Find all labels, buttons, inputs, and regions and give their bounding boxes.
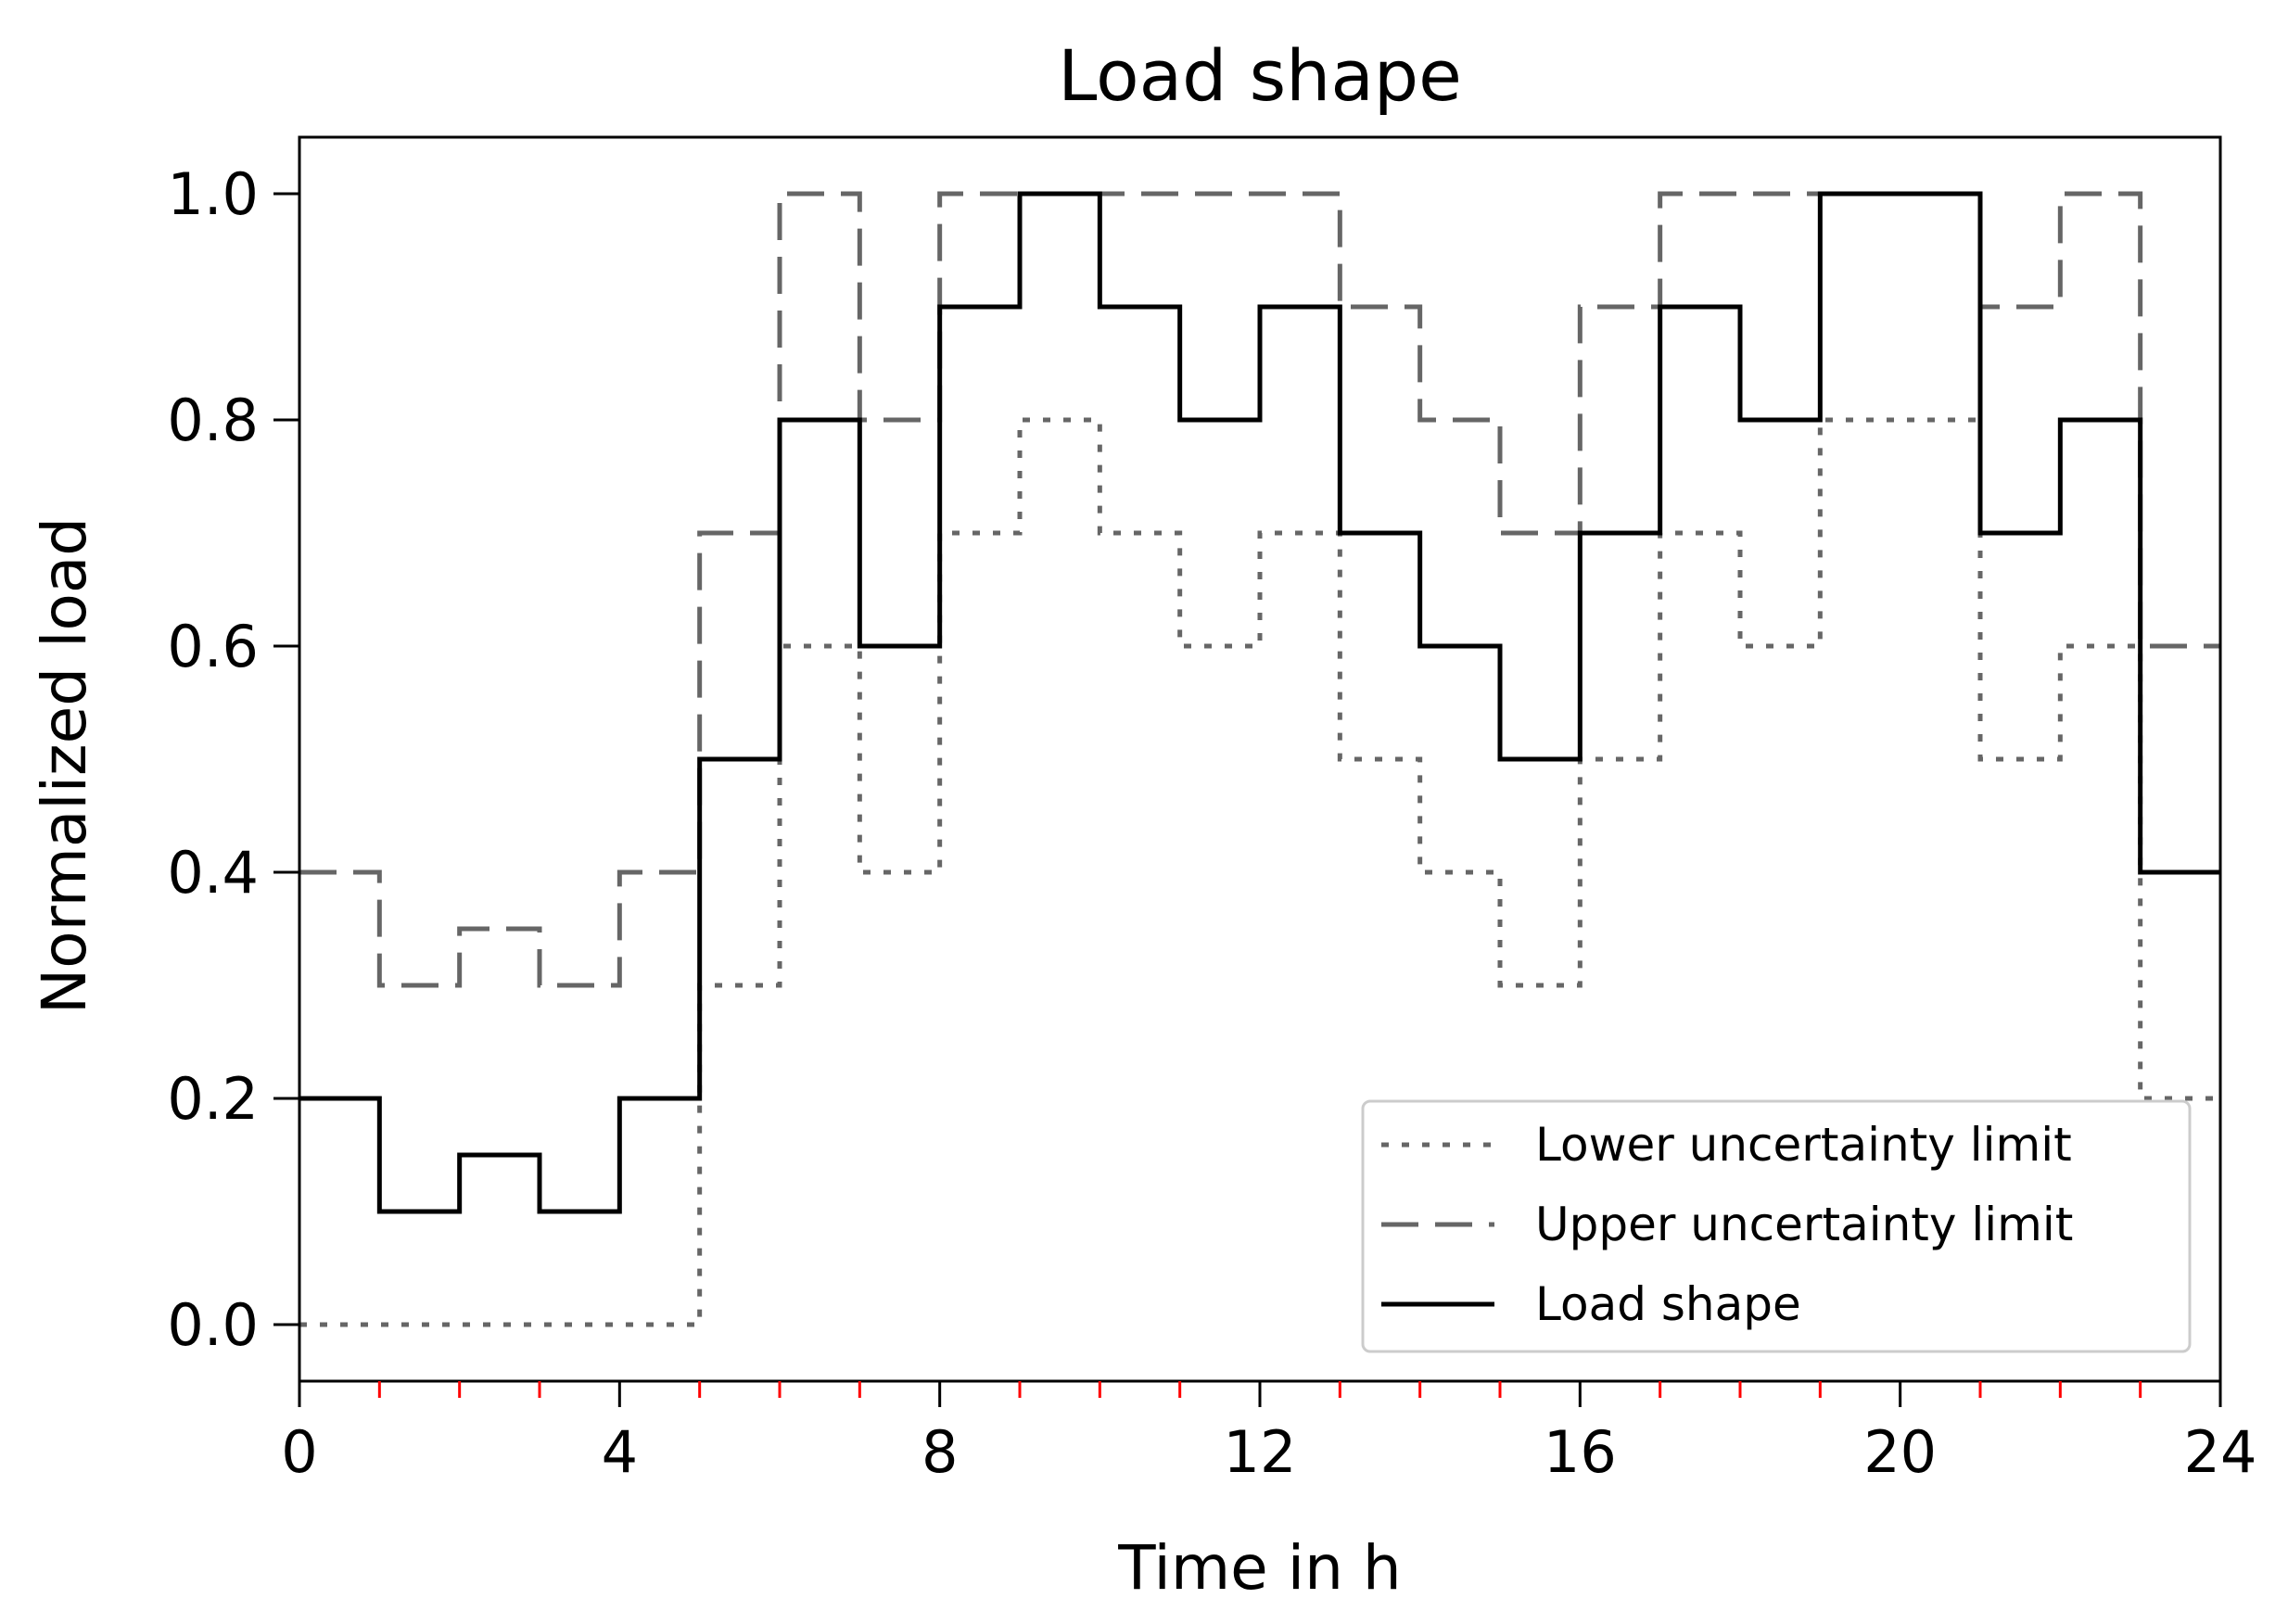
legend-label: Lower uncertainty limit [1535,1118,2072,1172]
y-tick-label: 1.0 [167,160,259,228]
legend-label: Upper uncertainty limit [1535,1198,2073,1251]
x-tick-label: 24 [2184,1418,2257,1486]
x-tick-label: 8 [922,1418,958,1486]
legend-label: Load shape [1535,1277,1801,1331]
y-tick-label: 0.8 [167,387,259,454]
x-tick-label: 12 [1224,1418,1297,1486]
series-layer [299,191,2220,1327]
axes-layer: 0 4 8 12 16 20 24 0.0 0.2 0.4 0.6 0.8 1.0 [167,135,2257,1486]
y-axis-title: Normalized load [29,517,100,1014]
x-tick-label: 0 [281,1418,317,1486]
x-tick-label: 4 [602,1418,638,1486]
x-tick-label: 20 [1863,1418,1937,1486]
y-tick-label: 0.4 [167,839,259,907]
x-axis-title: Time in h [1117,1532,1401,1604]
y-tick-label: 0.6 [167,613,259,680]
y-tick-label: 0.2 [167,1065,259,1133]
legend: Lower uncertainty limit Upper uncertainty… [1361,1099,2192,1353]
chart-title: Load shape [1058,34,1462,117]
series-line-load-shape [299,191,2220,1214]
legend-frame [1361,1099,2192,1353]
y-tick-label: 0.0 [167,1291,259,1359]
x-tick-label: 16 [1544,1418,1617,1486]
